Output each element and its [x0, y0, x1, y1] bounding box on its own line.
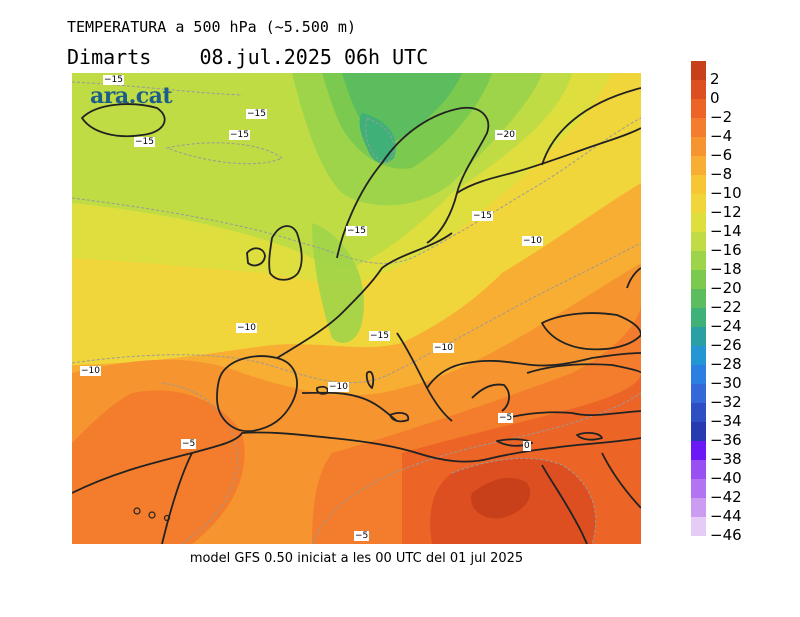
legend-tick-label: −26 — [710, 336, 742, 354]
contour-label: −15 — [134, 137, 155, 147]
legend-swatch — [691, 441, 706, 460]
legend-tick-label: −46 — [710, 526, 742, 544]
contour-label: −15 — [229, 130, 250, 140]
legend-swatch — [691, 156, 706, 175]
legend-swatch — [691, 479, 706, 498]
legend-tick-label: 0 — [710, 89, 720, 107]
legend-swatch — [691, 99, 706, 118]
legend-tick-label: −30 — [710, 374, 742, 392]
legend-swatch — [691, 498, 706, 517]
contour-label: −15 — [369, 331, 390, 341]
map-graphic — [72, 73, 641, 544]
model-caption: model GFS 0.50 iniciat a les 00 UTC del … — [189, 551, 524, 566]
legend-swatch — [691, 251, 706, 270]
legend-swatch — [691, 194, 706, 213]
legend-tick-label: −16 — [710, 241, 742, 259]
legend-swatch — [691, 460, 706, 479]
legend-tick-label: −36 — [710, 431, 742, 449]
legend-swatch — [691, 232, 706, 251]
ara-cat-logo: ara.cat — [90, 83, 173, 109]
legend-tick-label: −32 — [710, 393, 742, 411]
legend-swatch — [691, 118, 706, 137]
contour-label: −15 — [246, 109, 267, 119]
contour-label: −10 — [236, 323, 257, 333]
legend-tick-label: −44 — [710, 507, 742, 525]
legend-tick-label: −20 — [710, 279, 742, 297]
legend-tick-label: −18 — [710, 260, 742, 278]
contour-label: −5 — [498, 413, 514, 423]
legend-swatch — [691, 175, 706, 194]
legend-swatch — [691, 517, 706, 536]
legend-tick-label: −12 — [710, 203, 742, 221]
contour-label: −15 — [346, 226, 367, 236]
legend-swatch — [691, 403, 706, 422]
legend-swatch — [691, 384, 706, 403]
contour-label: −5 — [354, 531, 370, 541]
legend-swatch — [691, 137, 706, 156]
legend-swatch — [691, 270, 706, 289]
legend-tick-label: −38 — [710, 450, 742, 468]
legend-tick-label: −24 — [710, 317, 742, 335]
legend-tick-label: −22 — [710, 298, 742, 316]
contour-label: −20 — [495, 130, 516, 140]
legend-tick-label: −14 — [710, 222, 742, 240]
legend-tick-label: −10 — [710, 184, 742, 202]
contour-label: −15 — [472, 211, 493, 221]
legend-swatch — [691, 346, 706, 365]
contour-label: −10 — [80, 366, 101, 376]
legend-swatch — [691, 308, 706, 327]
legend-tick-label: −6 — [710, 146, 733, 164]
legend-tick-label: −42 — [710, 488, 742, 506]
legend-tick-label: −34 — [710, 412, 742, 430]
contour-label: −5 — [181, 439, 197, 449]
chart-subtitle: Dimarts 08.jul.2025 06h UTC — [67, 45, 429, 69]
legend-swatch — [691, 365, 706, 384]
legend-tick-label: −2 — [710, 108, 733, 126]
legend-tick-label: 2 — [710, 70, 720, 88]
contour-label: 0 — [523, 441, 531, 451]
contour-label: −10 — [522, 236, 543, 246]
legend-swatch — [691, 289, 706, 308]
contour-label: −10 — [433, 343, 454, 353]
legend-tick-label: −8 — [710, 165, 733, 183]
legend-tick-label: −4 — [710, 127, 733, 145]
legend-swatch — [691, 422, 706, 441]
legend-swatch — [691, 327, 706, 346]
chart-title: TEMPERATURA a 500 hPa (~5.500 m) — [67, 18, 356, 36]
contour-label: −10 — [328, 382, 349, 392]
legend-swatch — [691, 80, 706, 99]
legend-tick-label: −40 — [710, 469, 742, 487]
legend-swatch — [691, 61, 706, 80]
legend-tick-label: −28 — [710, 355, 742, 373]
legend-swatch — [691, 213, 706, 232]
contour-label: −15 — [103, 75, 124, 85]
temperature-map: ara.cat −15 −15 −15 −15 −20 −15 −15 −10 −10 −15 −1… — [72, 73, 641, 544]
